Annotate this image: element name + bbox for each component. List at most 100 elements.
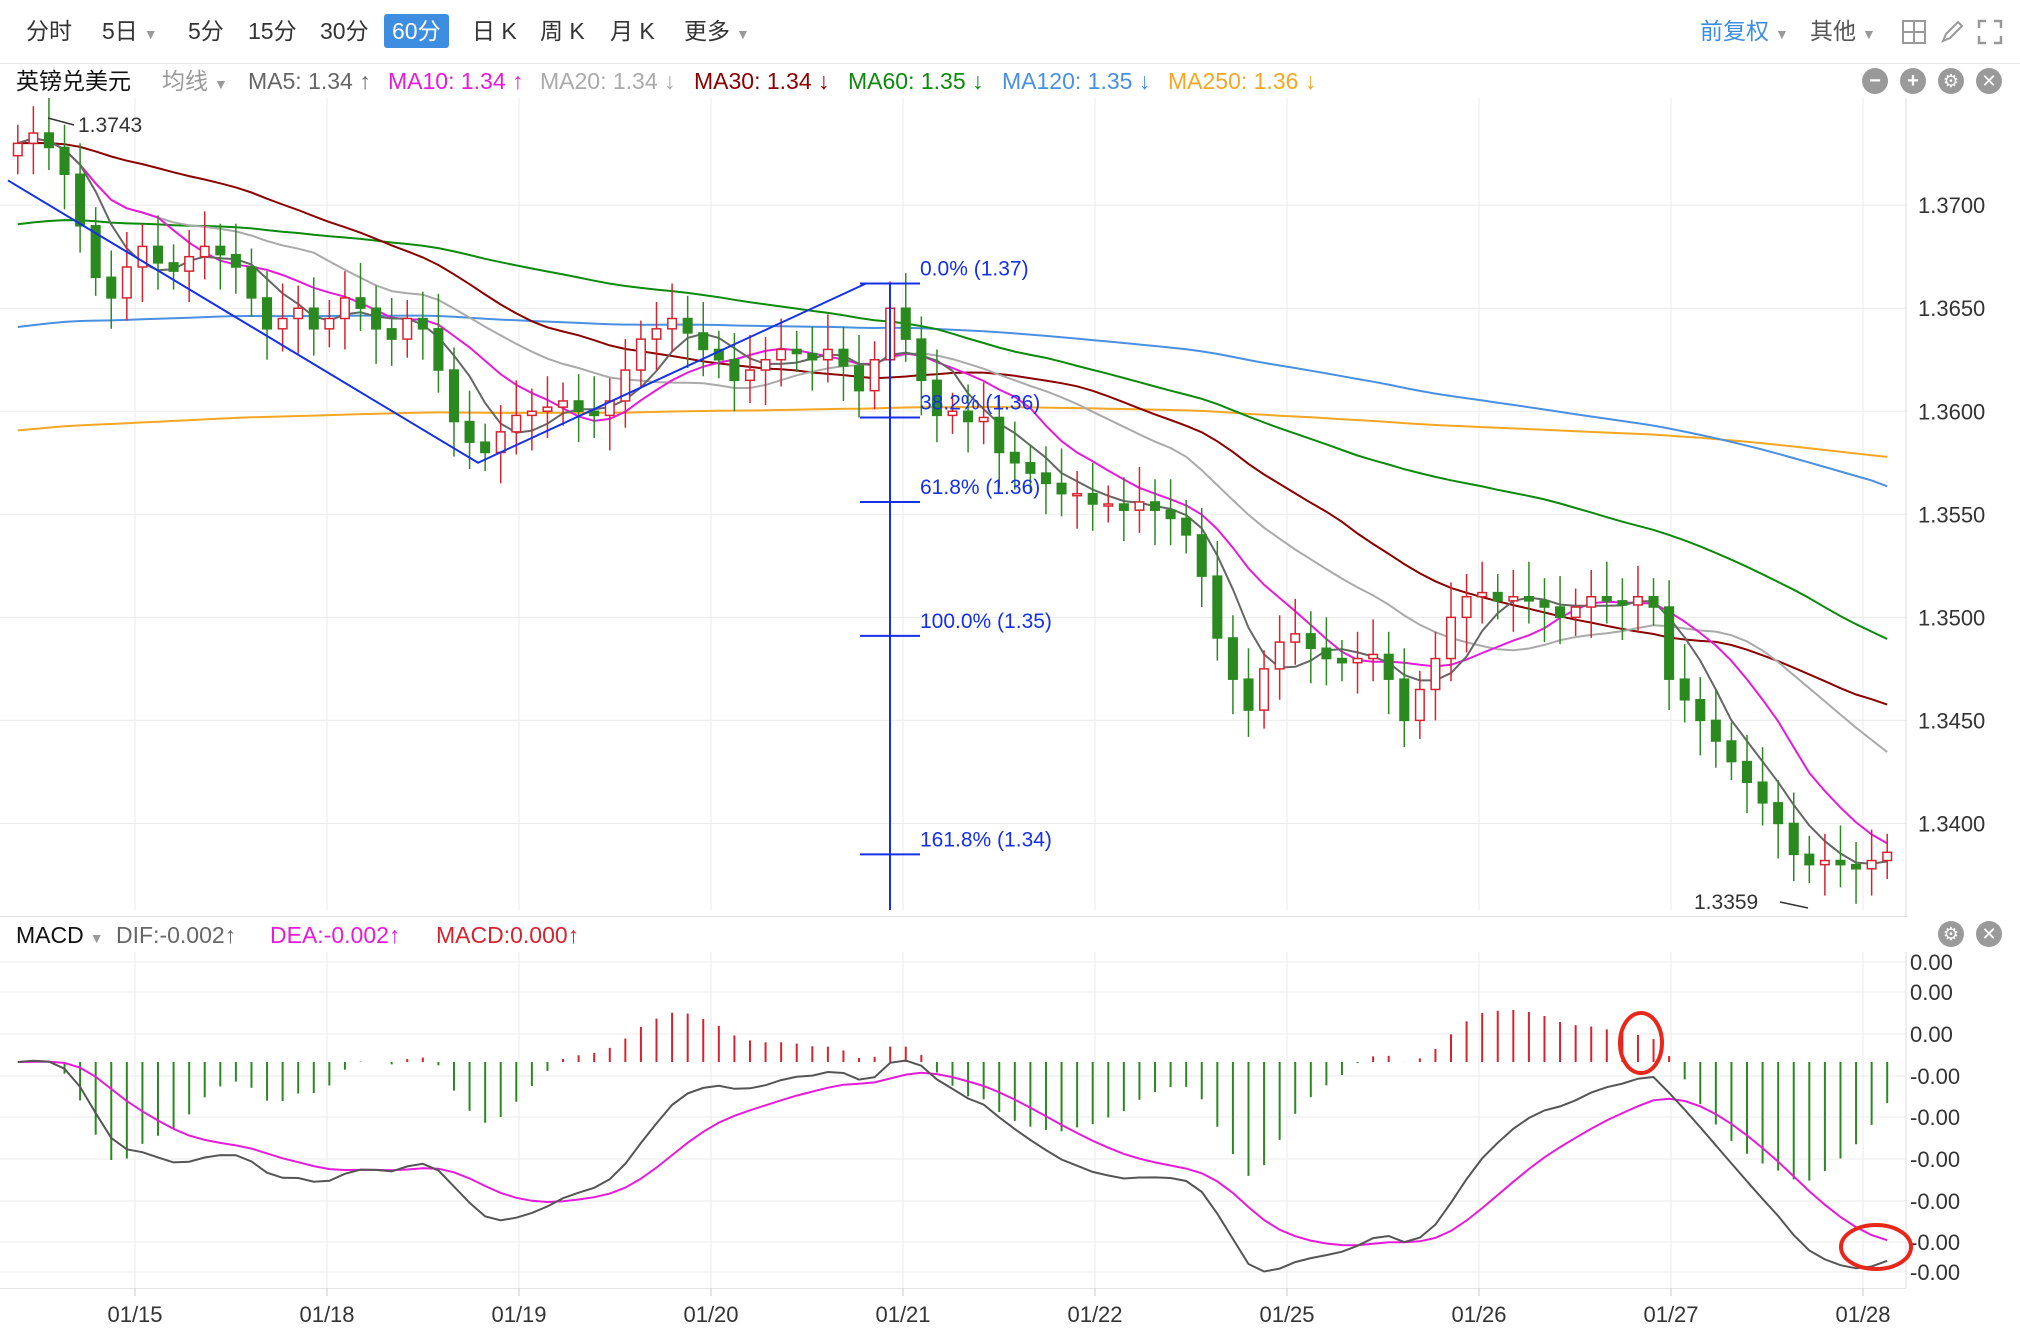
chevron-down-icon: ▼ bbox=[214, 76, 228, 92]
tab-15min[interactable]: 15分 bbox=[248, 18, 297, 44]
candle-body bbox=[184, 255, 195, 272]
candle-body bbox=[698, 332, 709, 351]
candle-body bbox=[1835, 859, 1846, 866]
x-tick-label: 01/28 bbox=[1835, 1302, 1890, 1327]
red-circle-annotations bbox=[1618, 1011, 1913, 1271]
x-tick-label: 01/18 bbox=[299, 1302, 354, 1327]
price-tick-label: 1.3450 bbox=[1918, 708, 1985, 733]
price-grid bbox=[0, 98, 1906, 910]
price-tick-label: 1.3500 bbox=[1918, 605, 1985, 630]
candle-body bbox=[371, 307, 382, 330]
candle-body bbox=[215, 245, 226, 256]
draw-pen-icon[interactable] bbox=[1938, 18, 1966, 46]
candle-body bbox=[1336, 657, 1347, 664]
chevron-down-icon: ▼ bbox=[143, 26, 158, 42]
fib-level-label: 61.8% (1.36) bbox=[920, 476, 1040, 499]
candle-body bbox=[994, 416, 1005, 454]
candle-body bbox=[1477, 591, 1488, 598]
candle-body bbox=[713, 348, 724, 361]
candle-body bbox=[1788, 822, 1799, 856]
candle-body bbox=[464, 420, 475, 443]
adjust-dropdown[interactable]: 前复权 ▼ bbox=[1700, 18, 1789, 44]
candle-body bbox=[511, 414, 522, 433]
ma60-label: MA60: 1.35 ↓ bbox=[848, 68, 984, 94]
candle-body bbox=[1383, 653, 1394, 680]
ma20-line bbox=[17, 137, 1888, 753]
chevron-down-icon: ▼ bbox=[736, 26, 750, 42]
tab-60min[interactable]: 60分 bbox=[384, 14, 449, 48]
candle-body bbox=[1539, 600, 1550, 608]
candle-body bbox=[386, 328, 397, 340]
candle-body bbox=[822, 348, 833, 361]
candle-body bbox=[246, 266, 257, 299]
ma5-line bbox=[17, 137, 1888, 865]
candle-body bbox=[1648, 595, 1659, 608]
ma-type-dropdown[interactable]: 均线 ▼ bbox=[162, 64, 228, 101]
candle-body bbox=[1181, 517, 1192, 536]
tab-weekly-k[interactable]: 周 K bbox=[540, 18, 585, 44]
dea-line bbox=[17, 1060, 1888, 1247]
candle-body bbox=[308, 307, 319, 330]
candle-body bbox=[1274, 641, 1285, 670]
macd-chart[interactable]: 0.00 0.00 0.00 -0.00 -0.00 -0.00 -0.00 -0.00 -0.… bbox=[0, 952, 2020, 1288]
red-circle-annotation bbox=[1618, 1011, 1664, 1075]
candle-body bbox=[682, 317, 693, 334]
candle-body bbox=[1196, 534, 1207, 577]
candle-body bbox=[12, 142, 23, 157]
close-icon[interactable]: ✕ bbox=[1976, 68, 2002, 94]
tab-30min[interactable]: 30分 bbox=[320, 18, 369, 44]
candle-body bbox=[1227, 637, 1238, 680]
candle-body bbox=[1726, 740, 1737, 763]
high-marker-label: 1.3743 bbox=[78, 114, 142, 137]
macd-dropdown[interactable]: MACD ▼ bbox=[16, 917, 104, 956]
candle-body bbox=[480, 441, 491, 454]
candle-body bbox=[1617, 600, 1628, 606]
tab-timeshare[interactable]: 分时 bbox=[26, 18, 72, 44]
gear-icon[interactable]: ⚙ bbox=[1938, 68, 1964, 94]
candle-body bbox=[1866, 859, 1877, 870]
candle-body bbox=[448, 369, 460, 423]
candle-body bbox=[1586, 595, 1597, 608]
tab-daily-k[interactable]: 日 K bbox=[472, 18, 517, 44]
fullscreen-icon[interactable] bbox=[1976, 18, 2004, 46]
candle-body bbox=[1570, 606, 1581, 619]
macd-tick-label: -0.00 bbox=[1910, 1260, 1960, 1285]
price-chart[interactable]: 0.0% (1.37) 38.2% (1.36) 61.8% (1.36) 100.0… bbox=[0, 98, 2020, 916]
candle-body bbox=[1103, 503, 1114, 507]
candle-body bbox=[417, 317, 428, 330]
candle-body bbox=[1009, 451, 1020, 464]
macd-axis: 0.00 0.00 0.00 -0.00 -0.00 -0.00 -0.00 -0.00 -0.… bbox=[1910, 952, 1960, 1285]
candle-body bbox=[324, 317, 335, 330]
tab-monthly-k[interactable]: 月 K bbox=[610, 18, 655, 44]
candle-body bbox=[230, 253, 241, 268]
layout-grid-icon[interactable] bbox=[1900, 18, 1928, 46]
candle-body bbox=[495, 431, 506, 454]
candle-body bbox=[1087, 492, 1098, 505]
candle-body bbox=[776, 348, 787, 361]
dea-label: DEA:-0.002↑ bbox=[270, 922, 401, 948]
x-tick-label: 01/26 bbox=[1451, 1302, 1506, 1327]
x-tick-label: 01/19 bbox=[491, 1302, 546, 1327]
candle-body bbox=[651, 328, 662, 340]
candle-body bbox=[667, 317, 678, 330]
gear-icon[interactable]: ⚙ bbox=[1938, 921, 1964, 947]
candle-body bbox=[137, 245, 148, 268]
minus-icon[interactable]: − bbox=[1862, 68, 1888, 94]
low-marker-arrow bbox=[1779, 901, 1809, 909]
period-toolbar: 分时 5日 ▼ 5分 15分 30分 60分 日 K 周 K 月 K 更多 ▼ 前复… bbox=[0, 0, 2020, 64]
symbol-name: 英镑兑美元 bbox=[16, 68, 131, 94]
macd-tick-label: 0.00 bbox=[1910, 980, 1953, 1005]
x-tick-label: 01/22 bbox=[1067, 1302, 1122, 1327]
tab-5day[interactable]: 5日 ▼ bbox=[102, 18, 158, 44]
close-icon[interactable]: ✕ bbox=[1976, 921, 2002, 947]
candle-body bbox=[1321, 647, 1332, 660]
fib-level-label: 161.8% (1.34) bbox=[920, 828, 1052, 851]
candle-body bbox=[1259, 668, 1270, 711]
tab-more[interactable]: 更多 ▼ bbox=[684, 18, 750, 44]
ma250-label: MA250: 1.36 ↓ bbox=[1168, 68, 1317, 94]
other-dropdown[interactable]: 其他 ▼ bbox=[1810, 18, 1876, 44]
tab-5min[interactable]: 5分 bbox=[188, 18, 224, 44]
plus-icon[interactable]: + bbox=[1900, 68, 1926, 94]
price-tick-label: 1.3600 bbox=[1918, 399, 1985, 424]
macd-legend: MACD ▼ DIF:-0.002↑ DEA:-0.002↑ MACD:0.000… bbox=[0, 916, 1908, 952]
